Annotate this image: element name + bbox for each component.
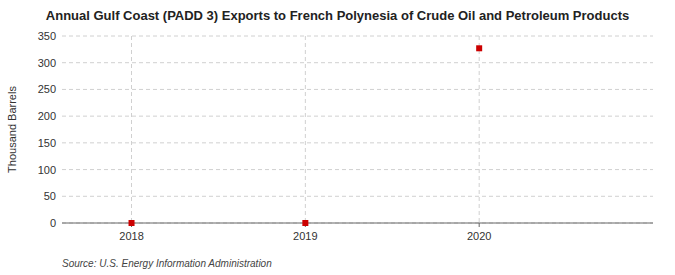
data-point (302, 220, 308, 226)
y-tick-label: 350 (38, 30, 56, 42)
grid-line-y (62, 223, 653, 224)
y-tick-label: 50 (44, 190, 56, 202)
y-tick-label: 300 (38, 57, 56, 69)
x-tick (479, 223, 480, 227)
grid-line-y (62, 62, 653, 63)
title: Annual Gulf Coast (PADD 3) Exports to Fr… (46, 8, 629, 23)
points (129, 45, 483, 226)
data-point (129, 220, 135, 226)
x-tick-label: 2019 (293, 230, 317, 242)
y-tick-label: 250 (38, 83, 56, 95)
y-tick-label: 200 (38, 110, 56, 122)
chart: Annual Gulf Coast (PADD 3) Exports to Fr… (0, 0, 675, 275)
grid-line-y (62, 142, 653, 143)
grid-line-x (305, 36, 306, 223)
grid-line-y (62, 169, 653, 170)
y-tick-label: 150 (38, 137, 56, 149)
grid (62, 36, 653, 223)
source: Source: U.S. Energy Information Administ… (62, 258, 272, 269)
y-tick-label: 100 (38, 164, 56, 176)
grid-line-y (62, 116, 653, 117)
chart-container: Annual Gulf Coast (PADD 3) Exports to Fr… (0, 0, 675, 275)
x-tick-label: 2020 (467, 230, 491, 242)
y-tick-label: 0 (50, 217, 56, 229)
y-axis-label: Thousand Barrels (6, 86, 18, 173)
grid-line-y (62, 196, 653, 197)
x-axis-line (62, 223, 653, 224)
x-tick-label: 2018 (119, 230, 143, 242)
grid-line-x (131, 36, 132, 223)
grid-line-y (62, 89, 653, 90)
grid-line-y (62, 36, 653, 37)
grid-line-x (479, 36, 480, 223)
data-point (476, 45, 482, 51)
